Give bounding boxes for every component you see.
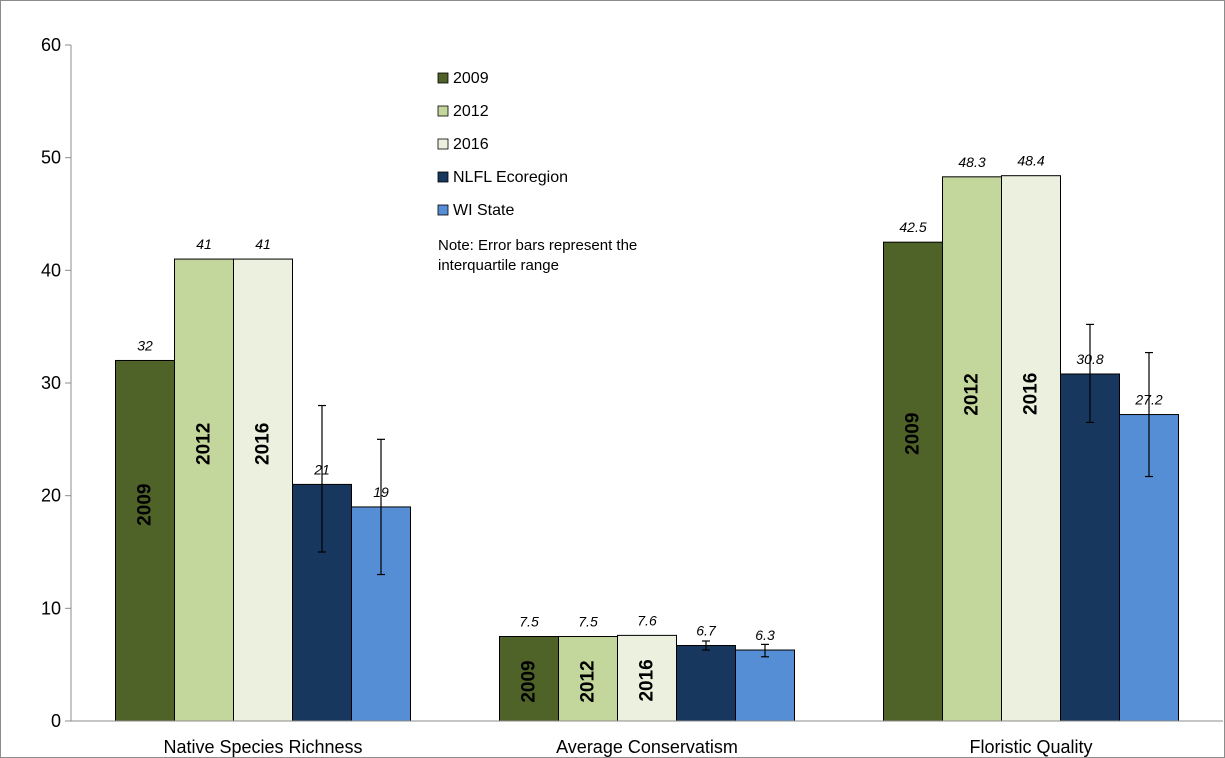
bar-2009-floristic-quality (883, 241, 943, 722)
axes (70, 45, 1223, 722)
bar-wi-state-average-conservatism (735, 649, 795, 722)
in-bar-label-2012-floristic-quality: 2012 (962, 373, 983, 415)
y-tick-label-10: 10 (41, 598, 61, 618)
legend-label-2009: 2009 (453, 70, 489, 87)
in-bar-label-2016-native-species-richness: 2016 (253, 423, 274, 465)
bar-nlfl-ecoregion-average-conservatism (676, 645, 736, 722)
data-label-wi-state-average-conservatism: 6.3 (755, 627, 775, 643)
data-label-2009-average-conservatism: 7.5 (519, 614, 539, 630)
bar-2012-average-conservatism (558, 636, 618, 722)
data-label-wi-state-native-species-richness: 19 (373, 484, 389, 500)
in-bar-label-2009-native-species-richness: 2009 (135, 484, 156, 526)
data-label-2009-native-species-richness: 32 (137, 337, 153, 353)
legend-label-nlfl-ecoregion: NLFL Ecoregion (453, 169, 568, 186)
legend-swatch-wi-state (437, 204, 449, 216)
bar-2009-average-conservatism (499, 636, 559, 722)
y-tick-label-50: 50 (41, 148, 61, 168)
data-label-2012-floristic-quality: 48.3 (958, 154, 985, 170)
data-label-2012-average-conservatism: 7.5 (578, 614, 598, 630)
data-label-2009-floristic-quality: 42.5 (899, 219, 926, 235)
in-bar-label-2012-average-conservatism: 2012 (578, 660, 599, 702)
data-label-2016-native-species-richness: 41 (255, 236, 271, 252)
y-axis-ticks: 0 10 20 30 40 50 60 (41, 35, 71, 731)
category-labels: Native Species Richness Average Conservat… (163, 737, 1092, 757)
bar-nlfl-ecoregion-floristic-quality (1060, 373, 1120, 722)
in-bar-label-2009-average-conservatism: 2009 (519, 660, 540, 702)
legend-swatch-nlfl-ecoregion (437, 171, 449, 183)
data-label-wi-state-floristic-quality: 27.2 (1134, 392, 1162, 408)
y-tick-label-30: 30 (41, 373, 61, 393)
bar-2012-native-species-richness (174, 258, 234, 722)
data-label-nlfl-ecoregion-average-conservatism: 6.7 (696, 623, 717, 639)
note-line-2: interquartile range (438, 257, 559, 274)
bars (115, 175, 1179, 722)
in-bar-label-2016-average-conservatism: 2016 (637, 659, 658, 701)
data-label-2016-average-conservatism: 7.6 (637, 612, 657, 628)
data-label-nlfl-ecoregion-floristic-quality: 30.8 (1076, 351, 1103, 367)
note: Note: Error bars represent the interquart… (438, 237, 637, 274)
category-label-average-conservatism: Average Conservatism (556, 737, 738, 757)
legend-swatch-2016 (437, 138, 449, 150)
in-bar-label-2009-floristic-quality: 2009 (903, 413, 924, 455)
error-bars (318, 323, 1153, 658)
data-label-2012-native-species-richness: 41 (196, 236, 212, 252)
category-label-native-species-richness: Native Species Richness (163, 737, 362, 757)
note-line-1: Note: Error bars represent the (438, 237, 637, 254)
y-tick-label-60: 60 (41, 35, 61, 55)
data-labels: 32 2009 41 2012 41 2016 21 19 7.5 2009 7.5 2012 7.6 2… (135, 153, 1163, 703)
legend-swatch-2009 (437, 72, 449, 84)
legend-label-2016: 2016 (453, 136, 489, 153)
bar-2016-native-species-richness (233, 258, 293, 722)
legend-label-wi-state: WI State (453, 202, 514, 219)
data-label-nlfl-ecoregion-native-species-richness: 21 (313, 461, 330, 477)
legend-swatch-2012 (437, 105, 449, 117)
y-tick-label-0: 0 (51, 711, 61, 731)
y-tick-label-40: 40 (41, 260, 61, 280)
in-bar-label-2012-native-species-richness: 2012 (194, 423, 215, 465)
bar-2012-floristic-quality (942, 176, 1002, 722)
legend-label-2012: 2012 (453, 103, 489, 120)
bar-2016-average-conservatism (617, 634, 677, 722)
in-bar-label-2016-floristic-quality: 2016 (1021, 373, 1042, 415)
data-label-2016-floristic-quality: 48.4 (1017, 153, 1044, 169)
legend: 2009 2012 2016 NLFL Ecoregion WI State (437, 70, 568, 219)
y-tick-label-20: 20 (41, 486, 61, 506)
bar-2016-floristic-quality (1001, 175, 1061, 722)
bar-2009-native-species-richness (115, 359, 175, 722)
category-label-floristic-quality: Floristic Quality (969, 737, 1092, 757)
